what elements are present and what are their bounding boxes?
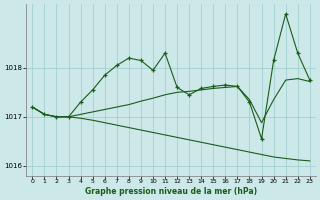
X-axis label: Graphe pression niveau de la mer (hPa): Graphe pression niveau de la mer (hPa)	[85, 187, 257, 196]
